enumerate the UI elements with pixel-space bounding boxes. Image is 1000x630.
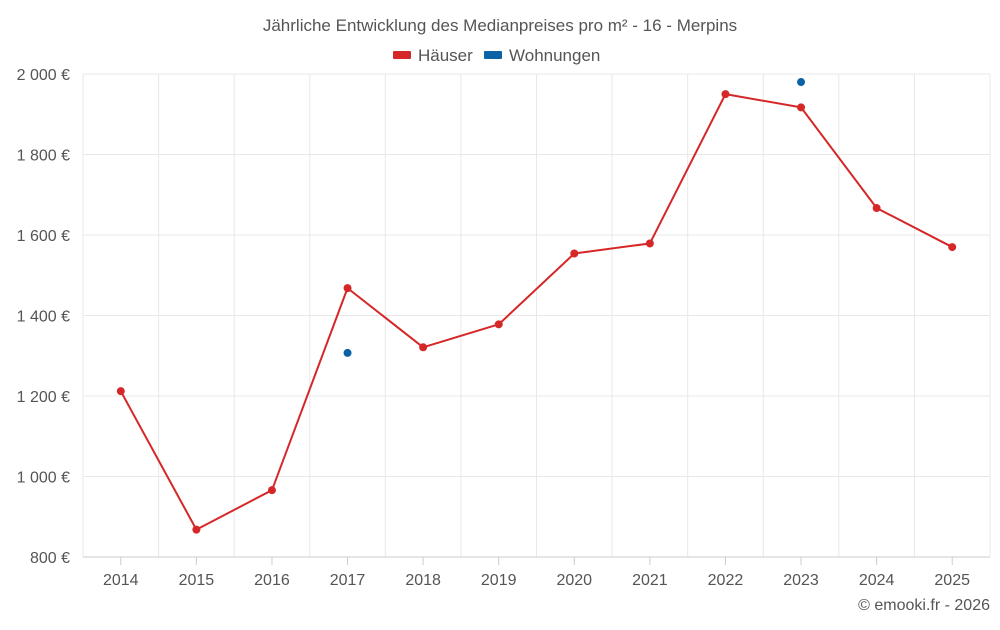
- y-tick-label: 800 €: [30, 550, 70, 567]
- x-tick-label: 2017: [330, 572, 366, 589]
- data-point-haeuser-2025[interactable]: [948, 243, 957, 252]
- legend-item-wohnungen[interactable]: Wohnungen: [484, 46, 600, 65]
- legend-swatch-wohnungen: [484, 51, 502, 59]
- y-tick-label: 1 000 €: [17, 470, 70, 487]
- series-haeuser: [116, 90, 957, 534]
- credit-text: © emooki.fr - 2026: [858, 597, 990, 614]
- x-tick-label: 2018: [405, 572, 441, 589]
- data-point-haeuser-2024[interactable]: [872, 204, 881, 213]
- series-layer: [116, 78, 957, 534]
- data-point-haeuser-2016[interactable]: [267, 486, 276, 495]
- series-line-haeuser: [119, 93, 953, 531]
- chart-title: Jährliche Entwicklung des Medianpreises …: [263, 16, 737, 35]
- data-point-wohnungen-2023[interactable]: [797, 78, 806, 87]
- data-point-haeuser-2017[interactable]: [343, 284, 352, 293]
- series-wohnungen: [343, 78, 806, 357]
- x-tick-label: 2019: [481, 572, 517, 589]
- y-tick-label: 1 800 €: [17, 148, 70, 165]
- data-point-haeuser-2018[interactable]: [419, 343, 428, 352]
- x-tick-label: 2015: [179, 572, 215, 589]
- data-point-haeuser-2021[interactable]: [645, 239, 654, 248]
- legend-item-haeuser[interactable]: Häuser: [393, 46, 473, 65]
- legend: Häuser Wohnungen: [393, 46, 600, 65]
- y-tick-label: 1 200 €: [17, 389, 70, 406]
- legend-label-haeuser: Häuser: [418, 46, 473, 65]
- data-point-haeuser-2015[interactable]: [192, 525, 201, 534]
- x-tick-label: 2020: [556, 572, 592, 589]
- x-tick-label: 2025: [934, 572, 970, 589]
- y-axis: 800 € 1 000 € 1 200 € 1 400 € 1 600 € 1 800 €…: [17, 67, 70, 567]
- data-point-haeuser-2023[interactable]: [797, 103, 806, 112]
- x-tick-label: 2021: [632, 572, 668, 589]
- y-tick-label: 1 600 €: [17, 228, 70, 245]
- legend-label-wohnungen: Wohnungen: [509, 46, 600, 65]
- x-tick-label: 2022: [708, 572, 744, 589]
- x-axis: 2014 2015 2016 2017 2018 2019 2020 2021 2022 2023…: [83, 556, 990, 589]
- x-tick-label: 2024: [859, 572, 895, 589]
- x-tick-label: 2023: [783, 572, 819, 589]
- grid: [82, 73, 991, 557]
- data-point-haeuser-2014[interactable]: [116, 387, 125, 396]
- y-tick-label: 1 400 €: [17, 309, 70, 326]
- data-point-haeuser-2022[interactable]: [721, 90, 730, 99]
- x-tick-label: 2014: [103, 572, 139, 589]
- x-tick-label: 2016: [254, 572, 290, 589]
- y-tick-label: 2 000 €: [17, 67, 70, 84]
- data-point-wohnungen-2017[interactable]: [343, 348, 352, 357]
- data-point-haeuser-2020[interactable]: [570, 249, 579, 258]
- data-point-haeuser-2019[interactable]: [494, 320, 503, 329]
- legend-swatch-haeuser: [393, 51, 411, 59]
